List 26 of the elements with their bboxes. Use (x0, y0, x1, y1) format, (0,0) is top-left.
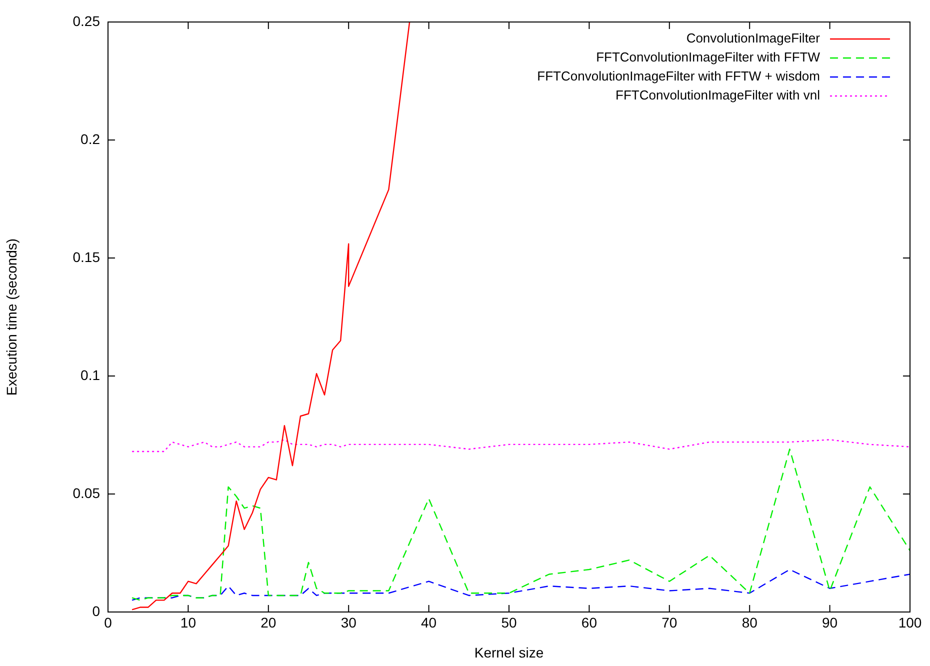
y-tick-label: 0.1 (80, 366, 100, 383)
y-tick-label: 0.25 (72, 12, 100, 29)
x-tick-label: 90 (822, 614, 838, 630)
legend-label: FFTConvolutionImageFilter with FFTW + wisdom (537, 68, 820, 84)
line-series (131, 568, 910, 601)
y-tick-label: 0.05 (72, 484, 100, 501)
x-tick-label: 60 (581, 614, 598, 630)
y-tick-label: 0 (92, 602, 100, 619)
x-tick-label: 80 (742, 614, 758, 630)
legend-label: FFTConvolutionImageFilter with vnl (616, 88, 820, 103)
x-tick-label: 100 (898, 614, 922, 630)
legend-label: ConvolutionImageFilter (686, 30, 821, 46)
x-axis-title: Kernel size (474, 644, 544, 660)
x-tick-label: 70 (662, 614, 678, 630)
x-tick-label: 20 (260, 614, 276, 630)
x-tick-label: 0 (104, 614, 112, 630)
x-tick-label: 10 (180, 614, 196, 630)
legend-label: FFTConvolutionImageFilter with FFTW (596, 50, 821, 65)
y-tick-label: 0.2 (80, 130, 100, 147)
line-series (131, 439, 910, 452)
line-series (131, 448, 910, 601)
y-axis-title: Execution time (seconds) (3, 238, 20, 396)
x-tick-label: 30 (340, 614, 357, 630)
y-tick-label: 0.15 (72, 248, 100, 265)
x-tick-label: 40 (421, 614, 437, 630)
x-tick-label: 50 (501, 614, 517, 630)
